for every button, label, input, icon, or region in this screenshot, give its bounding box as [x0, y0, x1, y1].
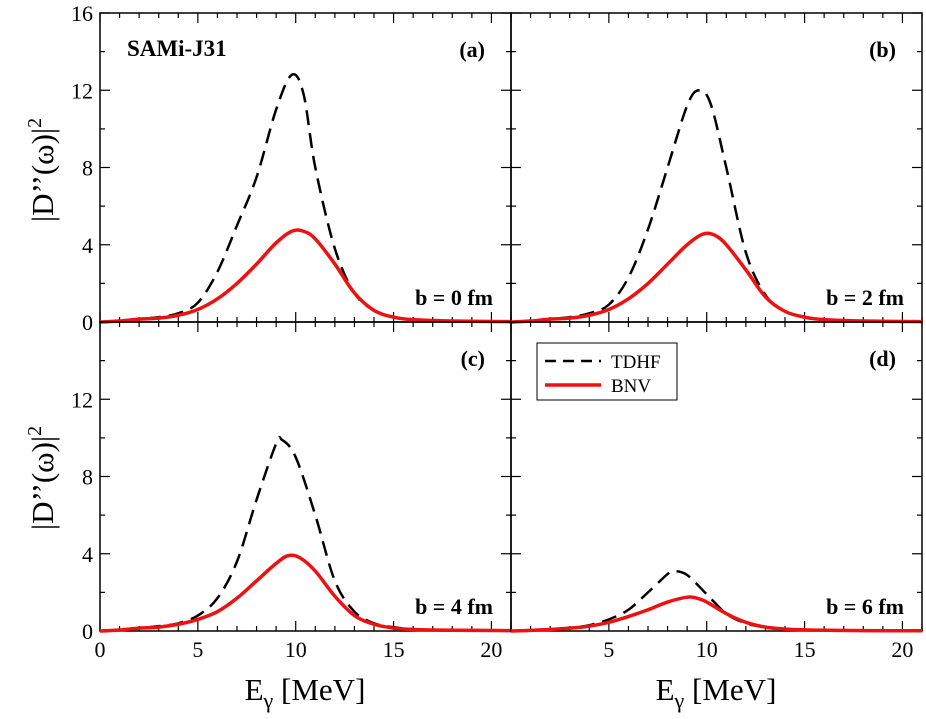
panel-b-series-tdhf: [510, 88, 923, 324]
panel-d-series-bnv: [510, 595, 923, 633]
panel-d-b-label: b = 6 fm: [826, 594, 904, 619]
panel-c-xtick-label: 5: [192, 637, 203, 662]
y-axis-label-bottom: |D’’(ω)|2: [24, 426, 60, 530]
panel-a-ytick-label: 0: [82, 310, 93, 335]
panel-d-xtick-label: 20: [891, 637, 913, 662]
legend-label-tdhf: TDHF: [611, 352, 661, 373]
panel-c-b-label: b = 4 fm: [415, 594, 493, 619]
panel-b-series-bnv: [510, 231, 923, 324]
panel-c-ytick-label: 12: [71, 387, 93, 412]
panel-a-ytick-label: 12: [71, 78, 93, 103]
panel-d-tag: (d): [869, 346, 896, 371]
x-axis-label-left: Eγ [MeV]: [245, 672, 366, 713]
panel-c-xtick-label: 0: [95, 637, 106, 662]
panel-b-b-label: b = 2 fm: [826, 285, 904, 310]
panel-c-xtick-label: 20: [480, 637, 502, 662]
panel-a-series-bnv: [99, 228, 512, 324]
legend-label-bnv: BNV: [611, 376, 651, 397]
panel-b-frame: [510, 12, 923, 323]
panel-a-tag: (a): [459, 37, 485, 62]
x-axis-label-right: Eγ [MeV]: [656, 672, 777, 713]
panel-c-series-bnv: [99, 553, 512, 633]
panel-c-ytick-label: 0: [82, 619, 93, 644]
panel-a-ytick-label: 4: [82, 233, 93, 258]
panel-b-tag: (b): [869, 37, 896, 62]
panel-d: 5 10 15 20 (d) b = 6 fm: [510, 321, 923, 662]
panel-b: (b) b = 2 fm: [510, 12, 923, 324]
panel-c-frame: [99, 321, 512, 632]
chart-title: SAMi-J31: [127, 36, 227, 61]
legend: TDHF BNV: [536, 342, 678, 401]
y-axis-label-top: |D’’(ω)|2: [24, 118, 60, 222]
panel-c-ytick-label: 4: [82, 542, 93, 567]
legend-box: [536, 342, 678, 401]
panel-d-xtick-label: 10: [696, 637, 718, 662]
panel-c: 0 4 8 12 0 5 10 15 20 (c) b = 4 fm: [71, 321, 512, 662]
panel-a-ytick-label: 16: [71, 1, 93, 26]
panel-c-xtick-label: 15: [383, 637, 405, 662]
panel-c-tag: (c): [461, 346, 485, 371]
panel-c-ytick-label: 8: [82, 465, 93, 490]
panel-c-xtick-label: 10: [285, 637, 307, 662]
panel-a-ytick-label: 8: [82, 156, 93, 181]
panel-a-b-label: b = 0 fm: [415, 285, 493, 310]
panel-d-xtick-label: 5: [603, 637, 614, 662]
panel-d-xtick-label: 15: [794, 637, 816, 662]
